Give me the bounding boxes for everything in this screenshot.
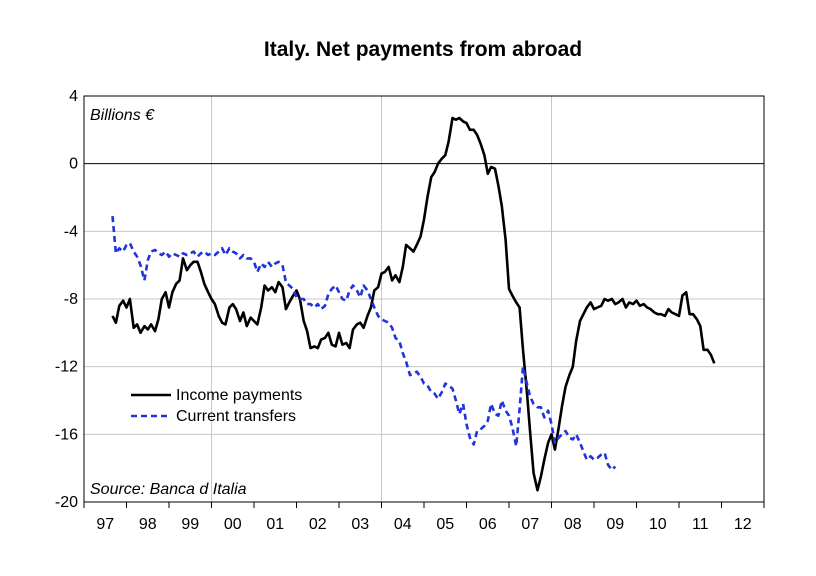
x-tick-label: 97 (96, 516, 114, 533)
y-tick-label: -4 (64, 223, 78, 240)
x-tick-label: 06 (479, 516, 497, 533)
unit-label: Billions € (90, 107, 155, 124)
x-tick-label: 10 (649, 516, 667, 533)
grid (84, 96, 764, 502)
series-line-income-payments (111, 116, 716, 492)
x-tick-label: 05 (436, 516, 454, 533)
y-tick-label: 4 (69, 88, 78, 105)
y-tick-label: -20 (55, 494, 78, 511)
chart-title: Italy. Net payments from abroad (263, 38, 583, 61)
y-tick-label: 0 (69, 156, 78, 173)
x-tick-label: 03 (351, 516, 369, 533)
x-tick-label: 11 (692, 516, 709, 533)
x-tick-label: 08 (564, 516, 582, 533)
legend: Income payments Current transfers (131, 387, 302, 425)
series-layer (111, 116, 716, 492)
x-tick-label: 07 (521, 516, 539, 533)
x-tick-label: 02 (309, 516, 327, 533)
legend-transfers-label: Current transfers (176, 408, 296, 425)
x-tick-label: 98 (139, 516, 157, 533)
source-note: Source: Banca d Italia (90, 481, 247, 498)
legend-income-label: Income payments (176, 387, 302, 404)
x-tick-label: 01 (266, 516, 284, 533)
y-tick-label: -16 (55, 426, 78, 443)
x-tick-label: 99 (181, 516, 199, 533)
axes: 4 0 -4 -8 -12 -16 -20 97 98 99 00 01 02 03 04 05 06 07 08 0… (55, 88, 765, 533)
x-tick-label: 00 (224, 516, 242, 533)
x-tick-label: 12 (734, 516, 752, 533)
y-tick-label: -12 (55, 359, 78, 376)
x-tick-label: 04 (394, 516, 412, 533)
x-tick-label: 09 (606, 516, 624, 533)
y-tick-label: -8 (64, 291, 78, 308)
series-line-current-transfers (111, 215, 617, 472)
